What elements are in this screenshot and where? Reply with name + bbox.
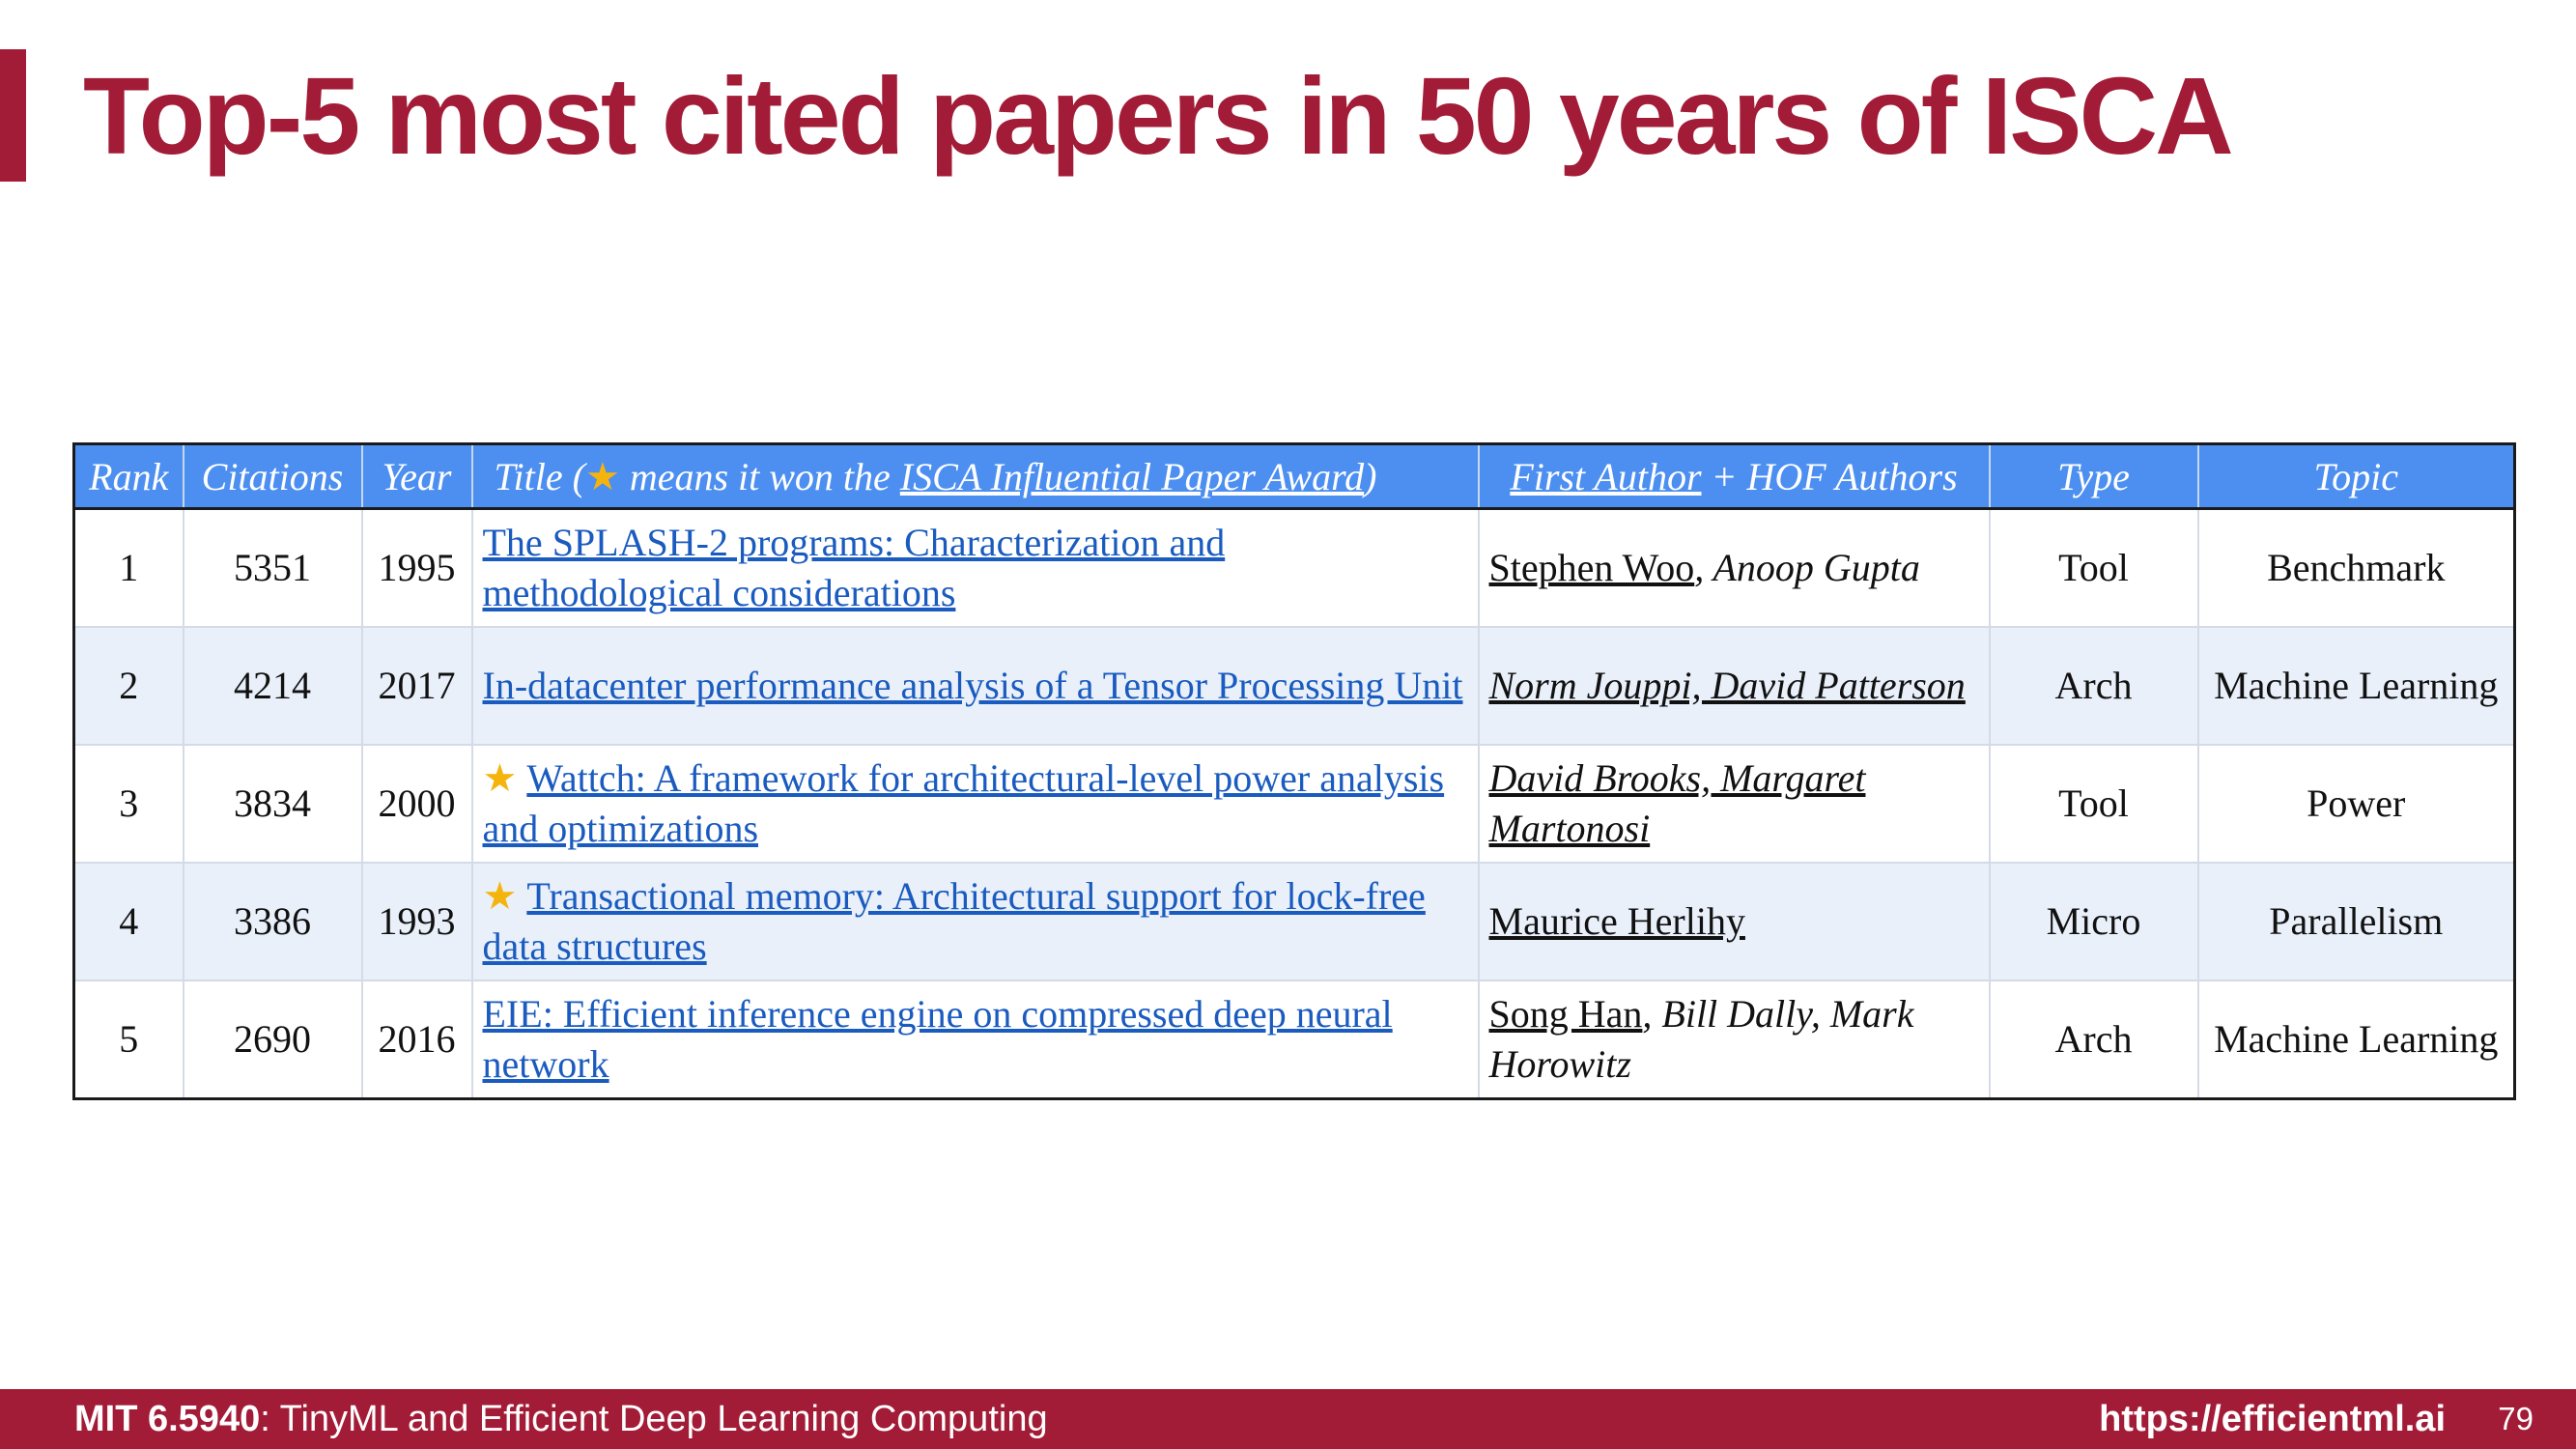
header-authors: First Author + HOF Authors xyxy=(1477,442,1991,510)
hof-authors: , Anoop Gupta xyxy=(1694,546,1920,589)
first-author: Norm Jouppi, David Patterson xyxy=(1488,664,1966,707)
authors-cell: Maurice Herlihy xyxy=(1477,862,1991,981)
rank-cell: 4 xyxy=(72,862,184,981)
first-author: Maurice Herlihy xyxy=(1488,899,1745,943)
rank-cell: 2 xyxy=(72,626,184,746)
header-first-author: First Author xyxy=(1510,454,1702,498)
hof-authors: , Bill Dally, Mark Horowitz xyxy=(1488,992,1914,1086)
table-row: 4 3386 1993 ★ Transactional memory: Archi… xyxy=(72,862,2516,981)
table-row: 1 5351 1995 The SPLASH-2 programs: Chara… xyxy=(72,507,2516,628)
citations-cell: 5351 xyxy=(182,507,363,628)
first-author: Stephen Woo xyxy=(1488,546,1695,589)
header-title-mid: means it won the xyxy=(619,454,900,498)
header-title-prefix: Title ( xyxy=(494,454,585,498)
course-name: MIT 6.5940: TinyML and Efficient Deep Le… xyxy=(74,1399,1048,1440)
paper-title-link[interactable]: EIE: Efficient inference engine on compr… xyxy=(482,992,1393,1086)
authors-cell: Song Han, Bill Dally, Mark Horowitz xyxy=(1477,980,1991,1100)
header-title: Title (★ means it won the ISCA Influenti… xyxy=(470,442,1480,510)
authors-cell: David Brooks, Margaret Martonosi xyxy=(1477,744,1991,864)
citations-cell: 4214 xyxy=(182,626,363,746)
year-cell: 2016 xyxy=(360,980,473,1100)
rank-cell: 1 xyxy=(72,507,184,628)
title-cell: In-datacenter performance analysis of a … xyxy=(470,626,1480,746)
header-year: Year xyxy=(360,442,473,510)
table-row: 5 2690 2016 EIE: Efficient inference eng… xyxy=(72,980,2516,1100)
header-citations: Citations xyxy=(182,442,363,510)
paper-title-link[interactable]: Transactional memory: Architectural supp… xyxy=(482,874,1426,968)
course-title: : TinyML and Efficient Deep Learning Com… xyxy=(260,1399,1048,1439)
slide-title: Top-5 most cited papers in 50 years of I… xyxy=(83,55,2234,177)
first-author: Song Han xyxy=(1488,992,1643,1036)
authors-cell: Norm Jouppi, David Patterson xyxy=(1477,626,1991,746)
header-topic: Topic xyxy=(2196,442,2516,510)
award-link[interactable]: ISCA Influential Paper Award xyxy=(899,454,1365,498)
type-cell: Arch xyxy=(1988,980,2199,1100)
header-type: Type xyxy=(1988,442,2199,510)
topic-cell: Machine Learning xyxy=(2196,626,2516,746)
table-row: 3 3834 2000 ★ Wattch: A framework for arc… xyxy=(72,744,2516,864)
topic-cell: Parallelism xyxy=(2196,862,2516,981)
star-icon: ★ xyxy=(482,756,518,800)
footer-bar: MIT 6.5940: TinyML and Efficient Deep Le… xyxy=(0,1389,2576,1449)
citations-cell: 2690 xyxy=(182,980,363,1100)
authors-cell: Stephen Woo, Anoop Gupta xyxy=(1477,507,1991,628)
citations-cell: 3386 xyxy=(182,862,363,981)
first-author: David Brooks, Margaret Martonosi xyxy=(1488,756,1866,850)
table-row: 2 4214 2017 In-datacenter performance an… xyxy=(72,626,2516,746)
year-cell: 1993 xyxy=(360,862,473,981)
rank-cell: 5 xyxy=(72,980,184,1100)
paper-title-link[interactable]: In-datacenter performance analysis of a … xyxy=(482,664,1463,707)
course-code: MIT 6.5940 xyxy=(74,1399,261,1439)
papers-table: Rank Citations Year Title (★ means it wo… xyxy=(72,442,2516,1100)
header-title-suffix: ) xyxy=(1364,454,1377,498)
year-cell: 1995 xyxy=(360,507,473,628)
title-cell: ★ Transactional memory: Architectural sup… xyxy=(470,862,1480,981)
star-icon: ★ xyxy=(584,454,620,498)
header-rank: Rank xyxy=(72,442,184,510)
topic-cell: Benchmark xyxy=(2196,507,2516,628)
type-cell: Arch xyxy=(1988,626,2199,746)
course-url-link[interactable]: https://efficientml.ai xyxy=(2099,1399,2446,1439)
title-cell: The SPLASH-2 programs: Characterization … xyxy=(470,507,1480,628)
type-cell: Micro xyxy=(1988,862,2199,981)
header-hof-authors: + HOF Authors xyxy=(1701,454,1958,498)
year-cell: 2000 xyxy=(360,744,473,864)
type-cell: Tool xyxy=(1988,744,2199,864)
star-icon: ★ xyxy=(482,874,518,918)
title-cell: ★ Wattch: A framework for architectural-l… xyxy=(470,744,1480,864)
page-number: 79 xyxy=(2498,1401,2534,1436)
year-cell: 2017 xyxy=(360,626,473,746)
topic-cell: Machine Learning xyxy=(2196,980,2516,1100)
paper-title-link[interactable]: The SPLASH-2 programs: Characterization … xyxy=(482,521,1226,614)
citations-cell: 3834 xyxy=(182,744,363,864)
type-cell: Tool xyxy=(1988,507,2199,628)
title-accent-bar xyxy=(0,49,26,182)
table-header-row: Rank Citations Year Title (★ means it wo… xyxy=(72,442,2516,510)
rank-cell: 3 xyxy=(72,744,184,864)
topic-cell: Power xyxy=(2196,744,2516,864)
title-cell: EIE: Efficient inference engine on compr… xyxy=(470,980,1480,1100)
paper-title-link[interactable]: Wattch: A framework for architectural-le… xyxy=(482,756,1445,850)
